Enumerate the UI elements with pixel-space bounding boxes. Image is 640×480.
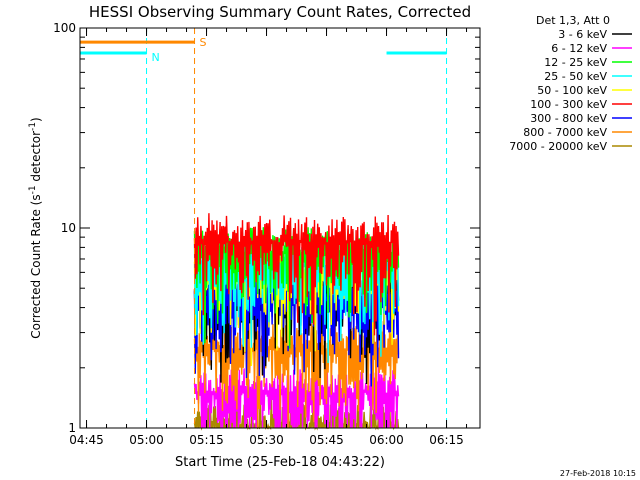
x-tick-label: 05:30: [249, 433, 284, 447]
x-tick-label: 05:15: [189, 433, 224, 447]
series-trace-1: [193, 364, 400, 429]
legend-entry-label: 300 - 800 keV: [530, 112, 607, 125]
legend-entry-label: 6 - 12 keV: [551, 42, 607, 55]
chart-title: HESSI Observing Summary Count Rates, Cor…: [89, 3, 471, 21]
y-tick-label: 1: [68, 421, 76, 435]
data-layer: [193, 213, 400, 431]
y-tick-label: 100: [53, 21, 76, 35]
x-tick-label: 06:00: [369, 433, 404, 447]
y-axis-label: Corrected Count Rate (s-1 detector-1): [28, 117, 43, 338]
flag-label-S: S: [200, 36, 207, 49]
legend-entry-label: 7000 - 20000 keV: [509, 140, 607, 153]
footer-date: 27-Feb-2018 10:15: [560, 469, 636, 478]
y-tick-label: 10: [61, 221, 76, 235]
flag-layer: NS: [80, 28, 448, 428]
x-tick-label: 05:45: [309, 433, 344, 447]
legend-title: Det 1,3, Att 0: [536, 14, 610, 27]
x-tick-label: 06:15: [429, 433, 464, 447]
legend-entry-label: 800 - 7000 keV: [523, 126, 607, 139]
x-axis-label: Start Time (25-Feb-18 04:43:22): [175, 455, 385, 470]
x-tick-label: 04:45: [69, 433, 104, 447]
legend-entry-label: 12 - 25 keV: [544, 56, 607, 69]
tick-layer: 04:45 05:00 05:15 05:30 05:45 06:00 06:15 1 10 10…: [53, 21, 480, 447]
x-tick-label: 05:00: [129, 433, 164, 447]
legend-entry-label: 3 - 6 keV: [558, 28, 607, 41]
flag-label-N: N: [152, 51, 160, 64]
legend-entry-label: 25 - 50 keV: [544, 70, 607, 83]
legend-entry-label: 50 - 100 keV: [537, 84, 607, 97]
series-trace-5: [193, 213, 400, 336]
legend-entry-label: 100 - 300 keV: [530, 98, 607, 111]
